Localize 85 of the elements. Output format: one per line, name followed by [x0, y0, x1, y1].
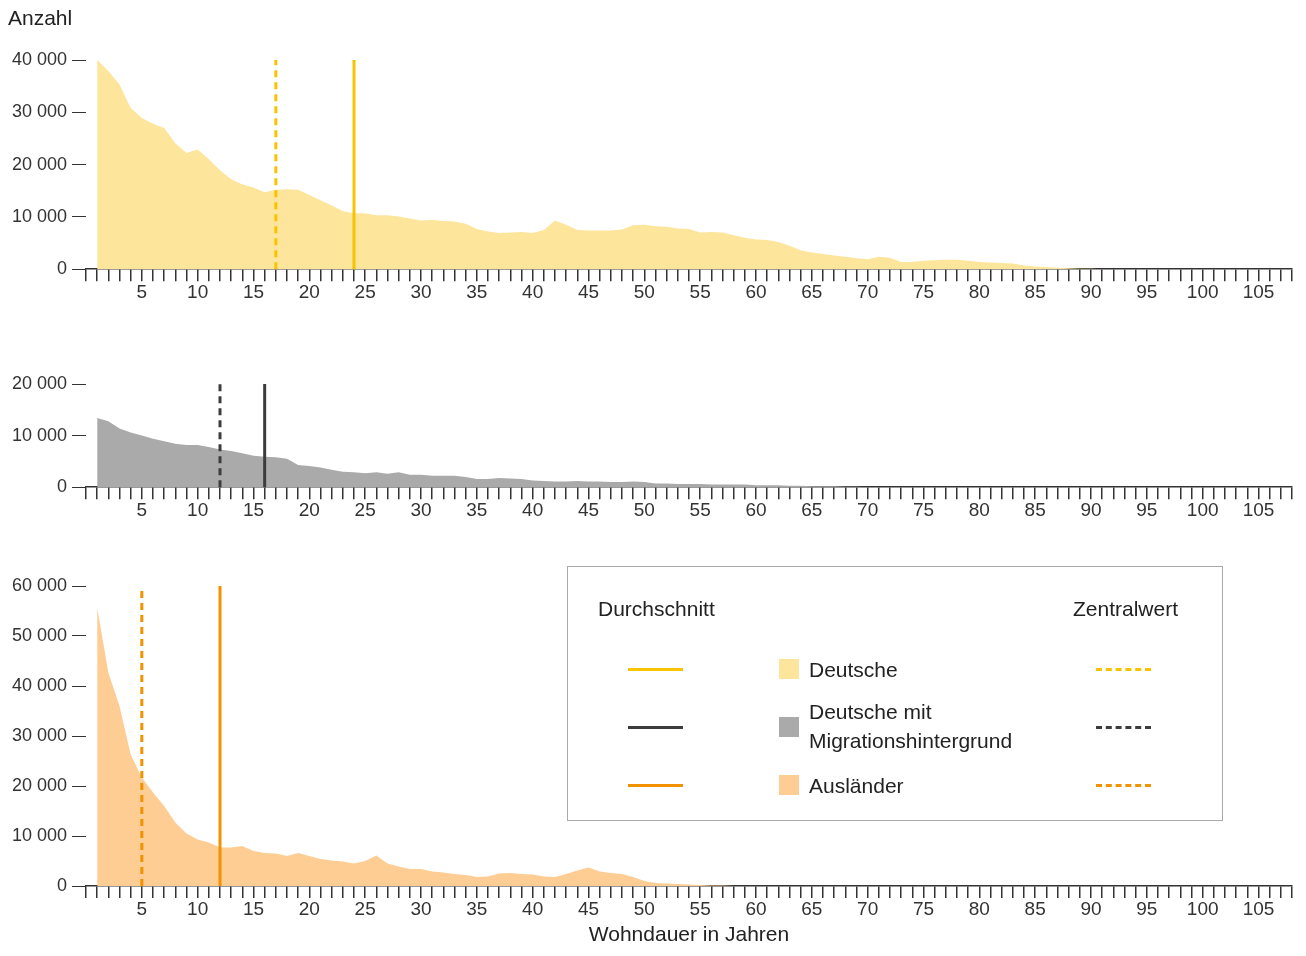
x-tick-label: 15	[242, 280, 265, 302]
y-tick-label: 10 000	[11, 824, 67, 845]
x-tick-label: 25	[354, 897, 376, 919]
x-tick-label: 10	[187, 498, 209, 520]
legend-label: Ausländer	[809, 773, 905, 799]
x-tick-label: 5	[136, 498, 148, 520]
x-tick-label: 65	[801, 280, 823, 302]
annotation: Zentralwert	[1072, 597, 1178, 621]
legend-label: Deutsche mit Migrationshintergrund	[809, 699, 1014, 754]
y-tick-label: 40 000	[11, 674, 67, 695]
x-tick-label: 20	[298, 280, 320, 302]
x-tick-label: 45	[577, 280, 600, 302]
y-tick-label: 0	[56, 476, 67, 497]
x-tick-label: 55	[689, 897, 711, 919]
x-tick-label: 40	[522, 498, 544, 520]
x-tick-label: 85	[1024, 280, 1046, 302]
x-tick-label: 15	[242, 498, 265, 520]
y-tick-label: 10 000	[11, 424, 67, 445]
x-tick-label: 60	[745, 897, 767, 919]
x-tick-label: 100	[1186, 280, 1219, 302]
x-tick-label: 35	[466, 498, 488, 520]
x-tick-label: 95	[1136, 498, 1158, 520]
x-tick-label: 70	[857, 280, 879, 302]
x-tick-label: 95	[1136, 280, 1158, 302]
y-tick-label: 0	[56, 258, 67, 279]
x-tick-label: 45	[577, 897, 600, 919]
x-tick-label: 55	[689, 280, 711, 302]
y-tick-label: 20 000	[11, 372, 67, 393]
x-tick-label: 100	[1186, 897, 1219, 919]
y-tick-label: 0	[56, 874, 67, 895]
x-tick-label: 10	[187, 897, 209, 919]
y-tick-label: 30 000	[11, 724, 67, 745]
x-tick-label: 55	[689, 498, 711, 520]
x-tick-label: 100	[1186, 498, 1219, 520]
x-tick-label: 90	[1080, 498, 1102, 520]
x-tick-label: 85	[1024, 498, 1046, 520]
y-tick-label: 40 000	[11, 48, 67, 69]
x-tick-label: 90	[1080, 280, 1102, 302]
x-tick-label: 85	[1024, 897, 1046, 919]
x-axis-title: Wohndauer in Jahren	[588, 922, 790, 946]
x-tick-label: 80	[968, 280, 990, 302]
x-tick-label: 10	[187, 280, 209, 302]
annotation: Durchschnitt	[598, 597, 715, 621]
x-tick-label: 35	[466, 280, 488, 302]
y-tick-label: 60 000	[11, 574, 67, 595]
x-tick-label: 105	[1242, 498, 1275, 520]
x-tick-label: 95	[1136, 897, 1158, 919]
x-tick-label: 65	[801, 897, 823, 919]
x-tick-label: 50	[633, 897, 655, 919]
x-tick-label: 35	[466, 897, 488, 919]
x-tick-label: 60	[745, 498, 767, 520]
legend-label: Deutsche	[809, 657, 899, 683]
y-tick-label: 50 000	[11, 624, 67, 645]
x-tick-label: 30	[410, 280, 432, 302]
y-tick-label: 20 000	[11, 774, 67, 795]
x-tick-label: 75	[912, 280, 935, 302]
y-axis-title: Anzahl	[8, 6, 73, 30]
y-tick-label: 30 000	[11, 101, 67, 122]
x-tick-label: 40	[522, 897, 544, 919]
x-tick-label: 45	[577, 498, 600, 520]
x-tick-label: 5	[136, 280, 148, 302]
x-tick-label: 30	[410, 498, 432, 520]
x-tick-label: 40	[522, 280, 544, 302]
x-tick-label: 15	[242, 897, 265, 919]
x-tick-label: 80	[968, 498, 990, 520]
x-tick-label: 5	[136, 897, 148, 919]
x-tick-label: 25	[354, 498, 376, 520]
x-tick-label: 75	[912, 897, 935, 919]
x-tick-label: 50	[633, 498, 655, 520]
x-tick-label: 30	[410, 897, 432, 919]
x-tick-label: 70	[857, 498, 879, 520]
x-tick-label: 20	[298, 498, 320, 520]
x-tick-label: 65	[801, 498, 823, 520]
y-tick-label: 20 000	[11, 153, 67, 174]
x-tick-label: 75	[912, 498, 935, 520]
x-tick-label: 105	[1242, 897, 1275, 919]
x-tick-label: 105	[1242, 280, 1275, 302]
x-tick-label: 20	[298, 897, 320, 919]
x-tick-label: 25	[354, 280, 376, 302]
x-tick-label: 70	[857, 897, 879, 919]
x-tick-label: 60	[745, 280, 767, 302]
x-tick-label: 50	[633, 280, 655, 302]
x-tick-label: 80	[968, 897, 990, 919]
x-tick-label: 90	[1080, 897, 1102, 919]
y-tick-label: 10 000	[11, 205, 67, 226]
